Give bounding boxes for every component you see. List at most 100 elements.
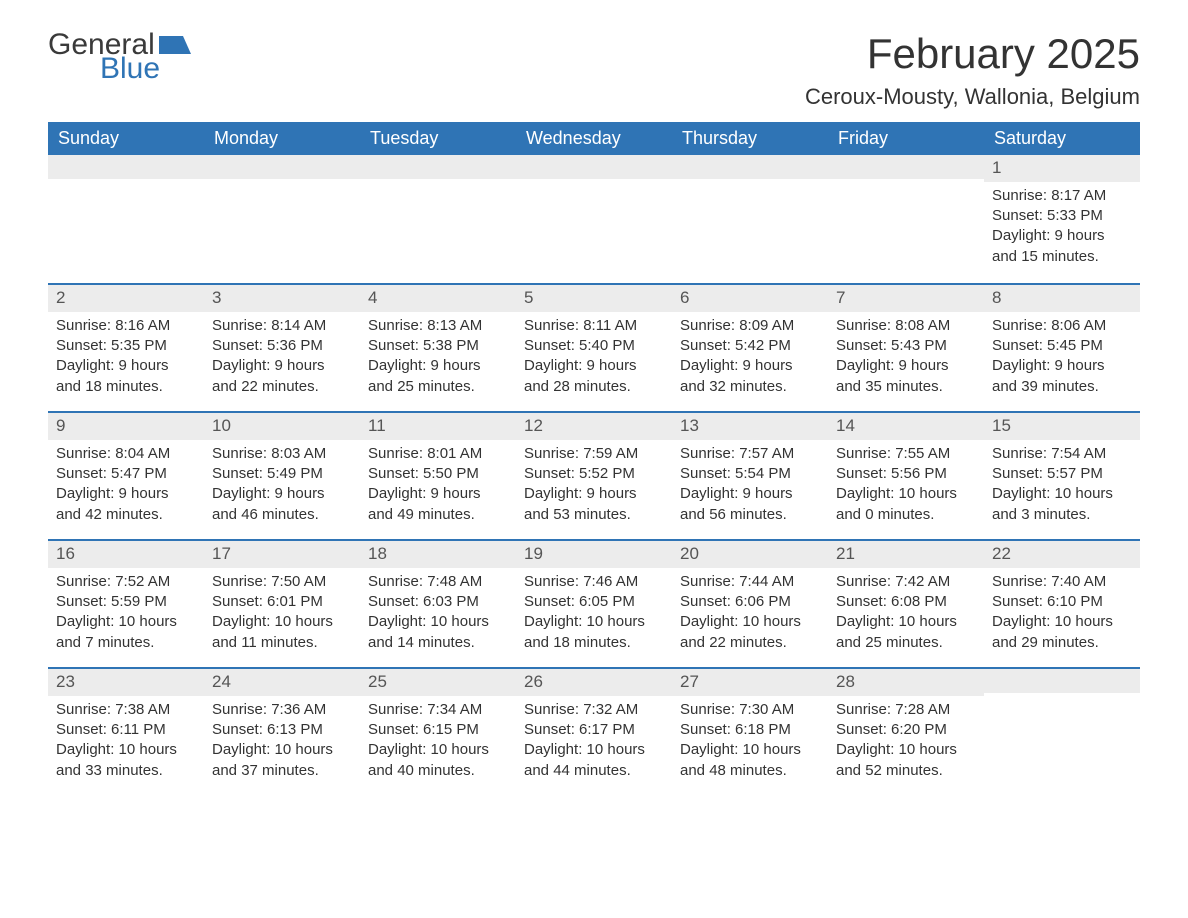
day-number: 7 [828, 285, 984, 312]
day-number: 16 [48, 541, 204, 568]
day-number: 20 [672, 541, 828, 568]
day-number: 24 [204, 669, 360, 696]
day-cell: 24Sunrise: 7:36 AMSunset: 6:13 PMDayligh… [204, 669, 360, 795]
month-title: February 2025 [805, 30, 1140, 78]
sunset-text: Sunset: 6:20 PM [836, 720, 976, 740]
daylight1-text: Daylight: 9 hours [368, 484, 508, 504]
daylight1-text: Daylight: 9 hours [680, 356, 820, 376]
dow-sunday: Sunday [48, 122, 204, 155]
sunrise-text: Sunrise: 7:34 AM [368, 700, 508, 720]
daylight1-text: Daylight: 9 hours [56, 484, 196, 504]
day-number [516, 155, 672, 179]
daylight1-text: Daylight: 10 hours [56, 740, 196, 760]
sunrise-text: Sunrise: 7:42 AM [836, 572, 976, 592]
day-cell [360, 155, 516, 283]
day-cell: 26Sunrise: 7:32 AMSunset: 6:17 PMDayligh… [516, 669, 672, 795]
daylight2-text: and 15 minutes. [992, 247, 1132, 267]
sunset-text: Sunset: 5:54 PM [680, 464, 820, 484]
sunset-text: Sunset: 6:13 PM [212, 720, 352, 740]
day-number [672, 155, 828, 179]
daylight2-text: and 25 minutes. [368, 377, 508, 397]
daylight2-text: and 44 minutes. [524, 761, 664, 781]
day-number: 4 [360, 285, 516, 312]
week-row: 23Sunrise: 7:38 AMSunset: 6:11 PMDayligh… [48, 667, 1140, 795]
daylight2-text: and 18 minutes. [56, 377, 196, 397]
day-number: 1 [984, 155, 1140, 182]
day-number: 5 [516, 285, 672, 312]
dow-thursday: Thursday [672, 122, 828, 155]
daylight2-text: and 3 minutes. [992, 505, 1132, 525]
day-number: 22 [984, 541, 1140, 568]
day-cell: 16Sunrise: 7:52 AMSunset: 5:59 PMDayligh… [48, 541, 204, 667]
day-cell: 8Sunrise: 8:06 AMSunset: 5:45 PMDaylight… [984, 285, 1140, 411]
daylight1-text: Daylight: 10 hours [836, 484, 976, 504]
sunset-text: Sunset: 5:35 PM [56, 336, 196, 356]
day-number: 28 [828, 669, 984, 696]
daylight1-text: Daylight: 9 hours [992, 226, 1132, 246]
sunset-text: Sunset: 5:49 PM [212, 464, 352, 484]
sunrise-text: Sunrise: 8:13 AM [368, 316, 508, 336]
day-cell: 21Sunrise: 7:42 AMSunset: 6:08 PMDayligh… [828, 541, 984, 667]
sunrise-text: Sunrise: 8:04 AM [56, 444, 196, 464]
sunrise-text: Sunrise: 7:44 AM [680, 572, 820, 592]
week-row: 9Sunrise: 8:04 AMSunset: 5:47 PMDaylight… [48, 411, 1140, 539]
sunset-text: Sunset: 5:52 PM [524, 464, 664, 484]
week-row: 2Sunrise: 8:16 AMSunset: 5:35 PMDaylight… [48, 283, 1140, 411]
day-cell: 7Sunrise: 8:08 AMSunset: 5:43 PMDaylight… [828, 285, 984, 411]
dow-wednesday: Wednesday [516, 122, 672, 155]
dow-friday: Friday [828, 122, 984, 155]
day-number: 9 [48, 413, 204, 440]
daylight1-text: Daylight: 9 hours [524, 484, 664, 504]
sunrise-text: Sunrise: 8:14 AM [212, 316, 352, 336]
day-number: 15 [984, 413, 1140, 440]
daylight1-text: Daylight: 10 hours [368, 740, 508, 760]
day-of-week-header: Sunday Monday Tuesday Wednesday Thursday… [48, 122, 1140, 155]
daylight1-text: Daylight: 10 hours [368, 612, 508, 632]
daylight1-text: Daylight: 10 hours [524, 740, 664, 760]
sunset-text: Sunset: 5:40 PM [524, 336, 664, 356]
sunrise-text: Sunrise: 7:59 AM [524, 444, 664, 464]
day-number: 3 [204, 285, 360, 312]
daylight1-text: Daylight: 10 hours [680, 740, 820, 760]
day-number [204, 155, 360, 179]
brand-logo: General Blue [48, 30, 191, 84]
sunset-text: Sunset: 6:03 PM [368, 592, 508, 612]
sunset-text: Sunset: 6:11 PM [56, 720, 196, 740]
day-cell: 20Sunrise: 7:44 AMSunset: 6:06 PMDayligh… [672, 541, 828, 667]
sunset-text: Sunset: 5:57 PM [992, 464, 1132, 484]
sunset-text: Sunset: 5:33 PM [992, 206, 1132, 226]
day-number: 8 [984, 285, 1140, 312]
sunset-text: Sunset: 5:59 PM [56, 592, 196, 612]
daylight1-text: Daylight: 10 hours [212, 612, 352, 632]
day-number: 26 [516, 669, 672, 696]
sunrise-text: Sunrise: 8:17 AM [992, 186, 1132, 206]
day-number: 14 [828, 413, 984, 440]
day-cell: 5Sunrise: 8:11 AMSunset: 5:40 PMDaylight… [516, 285, 672, 411]
daylight2-text: and 32 minutes. [680, 377, 820, 397]
day-number [828, 155, 984, 179]
dow-saturday: Saturday [984, 122, 1140, 155]
sunset-text: Sunset: 5:36 PM [212, 336, 352, 356]
day-number: 10 [204, 413, 360, 440]
sunset-text: Sunset: 6:01 PM [212, 592, 352, 612]
sunrise-text: Sunrise: 8:06 AM [992, 316, 1132, 336]
day-cell: 2Sunrise: 8:16 AMSunset: 5:35 PMDaylight… [48, 285, 204, 411]
sunset-text: Sunset: 6:06 PM [680, 592, 820, 612]
daylight2-text: and 56 minutes. [680, 505, 820, 525]
daylight1-text: Daylight: 10 hours [56, 612, 196, 632]
week-row: 1 Sunrise: 8:17 AMSunset: 5:33 PMDaylight… [48, 155, 1140, 283]
sunset-text: Sunset: 5:42 PM [680, 336, 820, 356]
day-cell: 18Sunrise: 7:48 AMSunset: 6:03 PMDayligh… [360, 541, 516, 667]
daylight1-text: Daylight: 10 hours [212, 740, 352, 760]
daylight1-text: Daylight: 9 hours [992, 356, 1132, 376]
daylight2-text: and 48 minutes. [680, 761, 820, 781]
daylight1-text: Daylight: 9 hours [212, 484, 352, 504]
daylight2-text: and 40 minutes. [368, 761, 508, 781]
day-cell: 23Sunrise: 7:38 AMSunset: 6:11 PMDayligh… [48, 669, 204, 795]
daylight1-text: Daylight: 9 hours [368, 356, 508, 376]
daylight2-text: and 35 minutes. [836, 377, 976, 397]
day-cell: 22Sunrise: 7:40 AMSunset: 6:10 PMDayligh… [984, 541, 1140, 667]
day-cell: 27Sunrise: 7:30 AMSunset: 6:18 PMDayligh… [672, 669, 828, 795]
sunset-text: Sunset: 5:43 PM [836, 336, 976, 356]
day-number: 2 [48, 285, 204, 312]
